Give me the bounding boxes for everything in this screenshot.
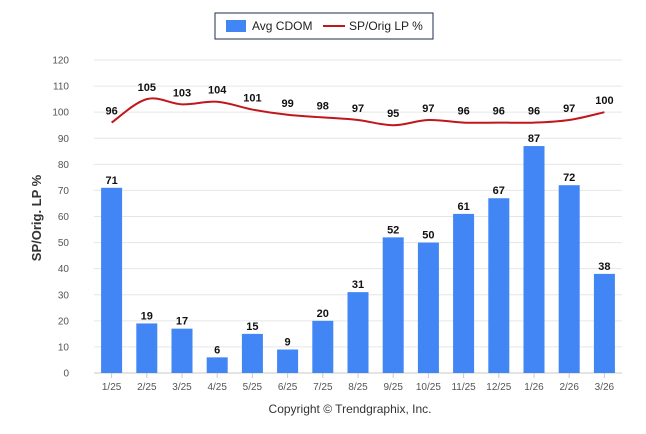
y-tick-label: 90 — [58, 134, 70, 145]
bar-value-label: 61 — [457, 201, 469, 213]
y-tick-label: 30 — [58, 290, 70, 301]
line-value-label: 103 — [173, 87, 191, 99]
x-axis: 1/25 2/25 3/25 4/25 5/25 6/25 7/25 8/25 9/25 10/2… — [102, 373, 615, 393]
y-tick-label: 20 — [58, 316, 70, 327]
y-tick-label: 120 — [52, 56, 69, 67]
x-tick-label: 1/26 — [524, 382, 544, 393]
bar-3/25 — [171, 328, 193, 373]
bar-value-label: 71 — [105, 175, 117, 187]
bar-value-label: 52 — [387, 224, 399, 236]
x-tick-label: 2/26 — [559, 382, 579, 393]
y-tick-label: 10 — [58, 342, 70, 353]
bar-2/25 — [136, 323, 158, 373]
bar-value-label: 72 — [563, 172, 575, 184]
x-tick-label: 11/25 — [451, 382, 476, 393]
legend-label-sp-orig-lp: SP/Orig LP % — [349, 19, 423, 33]
bar-value-label: 9 — [285, 337, 291, 349]
line-value-label: 104 — [208, 85, 227, 97]
bar-10/25 — [417, 242, 439, 373]
legend: Avg CDOM SP/Orig LP % — [214, 12, 434, 40]
y-tick-label: 70 — [58, 186, 70, 197]
x-tick-label: 3/26 — [595, 382, 615, 393]
y-tick-label: 110 — [53, 82, 69, 93]
line-value-label: 101 — [243, 93, 261, 105]
line-value-label: 96 — [457, 106, 469, 118]
x-tick-label: 4/25 — [207, 382, 227, 393]
bar-7/25 — [312, 320, 334, 373]
line-value-label: 97 — [422, 103, 434, 115]
legend-label-avg-cdom: Avg CDOM — [252, 19, 312, 33]
bar-value-label: 50 — [422, 230, 434, 242]
line-value-label: 99 — [281, 98, 293, 110]
x-tick-label: 8/25 — [348, 382, 368, 393]
bar-1/25 — [101, 187, 123, 373]
y-tick-label: 50 — [58, 238, 70, 249]
x-tick-label: 3/25 — [172, 382, 192, 393]
bar-11/25 — [453, 213, 475, 373]
bar-value-label: 17 — [176, 316, 188, 328]
bar-value-label: 38 — [598, 261, 610, 273]
x-tick-label: 2/25 — [137, 382, 157, 393]
line-value-label: 96 — [105, 106, 117, 118]
line-series-sp-orig-lp — [111, 97, 605, 127]
line-value-label: 105 — [138, 82, 156, 94]
legend-swatch-avg-cdom — [226, 20, 246, 32]
x-tick-label: 7/25 — [313, 382, 333, 393]
bar-value-label: 87 — [528, 133, 540, 145]
bar-8/25 — [347, 292, 369, 373]
bar-12/25 — [488, 198, 510, 373]
y-axis-label: SP/Orig. LP % — [29, 174, 44, 261]
x-tick-label: 1/25 — [102, 382, 122, 393]
x-tick-label: 12/25 — [486, 382, 511, 393]
y-tick-label: 100 — [52, 108, 69, 119]
x-tick-label: 9/25 — [383, 382, 403, 393]
bar-value-label: 20 — [317, 308, 329, 320]
bar-4/25 — [206, 357, 228, 373]
x-tick-label: 5/25 — [243, 382, 263, 393]
line-value-label: 97 — [352, 103, 364, 115]
bar-3/26 — [593, 273, 615, 373]
line-value-label: 95 — [387, 108, 399, 120]
bar-value-label: 67 — [493, 185, 505, 197]
bar-value-label: 15 — [246, 321, 258, 333]
data-labels: 71 19 17 6 15 9 20 31 52 50 61 67 87 72 38 96 105 103 104 1… — [105, 82, 613, 356]
x-tick-label: 6/25 — [278, 382, 298, 393]
bar-9/25 — [382, 237, 404, 373]
line-value-label: 96 — [528, 106, 540, 118]
bar-value-label: 6 — [214, 344, 220, 356]
bar-6/25 — [277, 349, 299, 373]
line-value-label: 100 — [595, 95, 613, 107]
line-value-label: 96 — [493, 106, 505, 118]
bar-1/26 — [523, 146, 545, 373]
bar-value-label: 31 — [352, 279, 364, 291]
y-tick-label: 80 — [58, 160, 70, 171]
x-tick-label: 10/25 — [416, 382, 441, 393]
copyright-footer: Copyright © Trendgraphix, Inc. — [269, 402, 432, 416]
line-value-label: 98 — [317, 100, 329, 112]
y-tick-label: 0 — [63, 369, 69, 380]
line-value-label: 97 — [563, 103, 575, 115]
y-tick-label: 40 — [58, 264, 70, 275]
bar-value-label: 19 — [141, 310, 153, 322]
y-tick-label: 60 — [58, 212, 70, 223]
y-axis: 0 10 20 30 40 50 60 70 80 90 100 110 120 — [52, 56, 69, 380]
bar-5/25 — [241, 333, 263, 373]
bar-2/26 — [558, 185, 580, 373]
bar-series — [101, 146, 615, 373]
